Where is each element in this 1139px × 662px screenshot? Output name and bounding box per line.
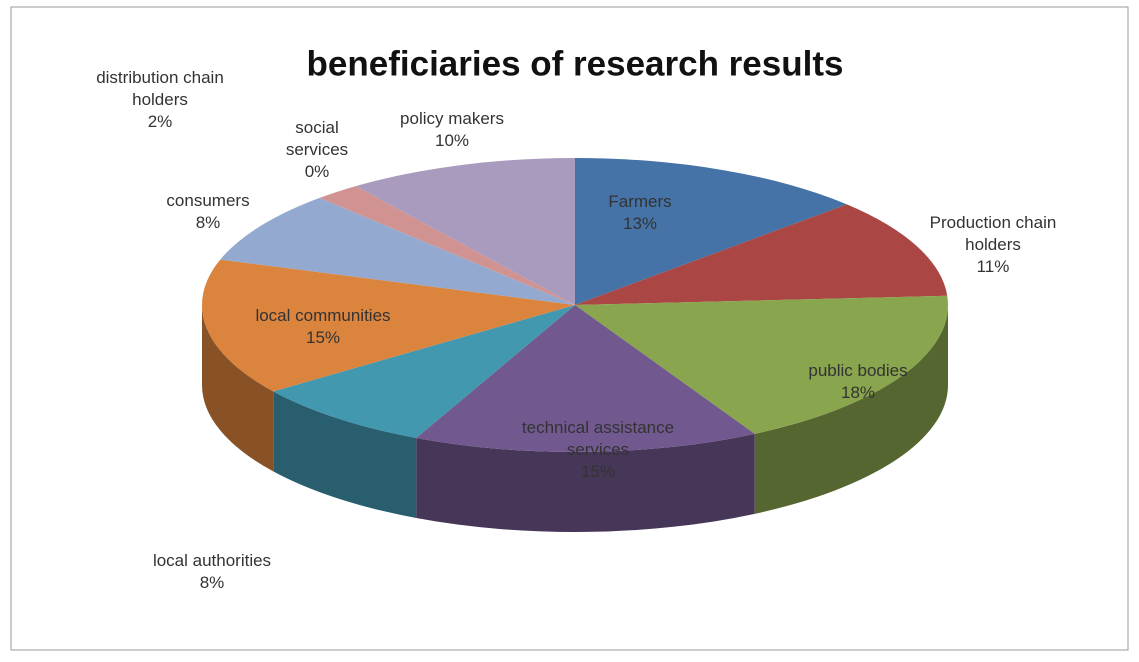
label-value: 10% [434, 131, 470, 150]
pie-slice [575, 295, 948, 434]
label-name: public bodies [808, 361, 908, 380]
label-value: 15% [305, 328, 341, 347]
label-name: consumers [166, 191, 250, 210]
pie-slice [416, 305, 755, 453]
label-value: 13% [622, 214, 658, 233]
pie-tops [202, 158, 948, 453]
data-label: social services 0% [277, 117, 357, 183]
label-name: local authorities [152, 551, 272, 570]
pie-slice [355, 158, 575, 305]
pie-side [202, 305, 274, 472]
label-name: distribution chain holders [96, 68, 224, 109]
chart-title: beneficiaries of research results [307, 44, 844, 83]
label-name: Production chain holders [929, 213, 1057, 254]
label-name: social services [285, 118, 349, 159]
label-name: local communities [255, 306, 391, 325]
label-value: 0% [304, 162, 330, 181]
data-label: consumers 8% [138, 190, 278, 234]
label-value: 15% [580, 462, 616, 481]
pie-slice [202, 259, 576, 392]
label-name: Farmers [608, 192, 672, 211]
data-label: local communities 15% [223, 305, 423, 349]
pie-sides [202, 305, 948, 532]
label-value: 8% [195, 213, 221, 232]
pie-slice [575, 158, 847, 305]
data-label: Production chain holders 11% [923, 212, 1063, 278]
label-name: technical assistance services [521, 418, 675, 459]
data-label: public bodies 18% [778, 360, 938, 404]
pie-slice [575, 204, 948, 305]
data-label: Farmers 13% [580, 191, 700, 235]
pie-slice [220, 197, 575, 305]
label-name: policy makers [400, 109, 504, 128]
pie-side [273, 391, 417, 519]
data-label: local authorities 8% [112, 550, 312, 594]
pie-slice [319, 186, 575, 305]
data-label: policy makers 10% [372, 108, 532, 152]
pie-side [416, 433, 755, 532]
data-label: technical assistance services 15% [508, 417, 688, 483]
label-value: 18% [840, 383, 876, 402]
label-value: 8% [199, 573, 225, 592]
pie-slice [273, 305, 575, 439]
pie-side [754, 305, 948, 514]
label-value: 11% [976, 257, 1010, 276]
data-label: distribution chain holders 2% [85, 67, 235, 133]
label-value: 2% [147, 112, 173, 131]
